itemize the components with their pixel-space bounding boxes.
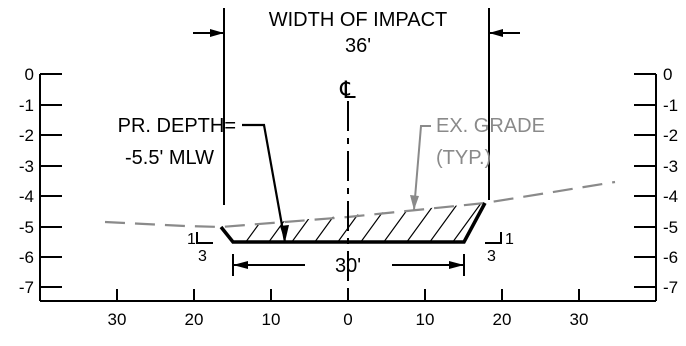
grade-leader-arrow	[410, 195, 419, 210]
grade-leader	[413, 125, 431, 211]
right-tick-label: 0	[663, 65, 672, 84]
left-elevation-axis: 0 -1 -2 -3 -4 -5 -6 -7	[19, 65, 62, 301]
station-tick-label: 10	[416, 310, 435, 329]
station-tick-label: 30	[570, 310, 589, 329]
left-tick-label: 0	[25, 65, 34, 84]
bottom-width-dimension: 30'	[232, 254, 465, 277]
slope-indicator-left: 1 3	[187, 231, 213, 265]
depth-label-line2: -5.5' MLW	[125, 147, 214, 169]
existing-grade-line	[104, 180, 616, 229]
right-tick-label: -4	[663, 187, 678, 206]
slope-triangle-left	[196, 232, 213, 244]
impact-arrow-right	[489, 29, 503, 37]
right-elevation-axis: 0 -1 -2 -3 -4 -5 -6 -7	[634, 65, 678, 301]
slope-run-right: 3	[487, 248, 496, 265]
station-tick-label: 0	[343, 310, 352, 329]
station-tick-label: 30	[108, 310, 127, 329]
grade-label-line2: (TYP.)	[436, 147, 491, 169]
bottom-width-value: 30'	[335, 255, 361, 277]
slope-indicator-right: 1 3	[485, 231, 514, 265]
depth-callout: PR. DEPTH= -5.5' MLW	[118, 115, 289, 243]
depth-leader-arrow	[280, 225, 289, 242]
left-tick-label: -4	[19, 187, 34, 206]
slope-rise-right: 1	[505, 231, 514, 248]
impact-arrow-left	[210, 29, 224, 37]
station-tick-label: 20	[185, 310, 204, 329]
right-tick-label: -7	[663, 278, 678, 297]
centerline-symbol: ℄	[339, 77, 356, 104]
station-tick-label: 20	[493, 310, 512, 329]
width-of-impact-dimension: WIDTH OF IMPACT 36'	[193, 8, 520, 205]
grade-label-line1: EX. GRADE	[436, 115, 545, 137]
left-tick-label: -7	[19, 278, 34, 297]
grade-callout: EX. GRADE (TYP.)	[410, 115, 545, 211]
bottom-arrow-right	[449, 261, 464, 269]
depth-leader	[242, 123, 287, 243]
impact-width-value: 36'	[345, 35, 371, 57]
right-tick-label: -1	[663, 96, 678, 115]
right-tick-label: -5	[663, 218, 678, 237]
slope-run-left: 3	[198, 248, 207, 265]
slope-rise-left: 1	[187, 231, 196, 248]
left-tick-label: -3	[19, 157, 34, 176]
station-tick-label: 10	[262, 310, 281, 329]
right-tick-label: -6	[663, 248, 678, 267]
dredge-template	[219, 202, 487, 244]
slope-triangle-right	[485, 232, 502, 244]
depth-label-line1: PR. DEPTH=	[118, 115, 236, 137]
right-tick-label: -3	[663, 157, 678, 176]
left-tick-label: -1	[19, 96, 34, 115]
left-tick-label: -5	[19, 218, 34, 237]
left-tick-label: -2	[19, 126, 34, 145]
impact-title: WIDTH OF IMPACT	[269, 9, 448, 31]
right-tick-label: -2	[663, 126, 678, 145]
bottom-arrow-left	[233, 261, 248, 269]
left-tick-label: -6	[19, 248, 34, 267]
